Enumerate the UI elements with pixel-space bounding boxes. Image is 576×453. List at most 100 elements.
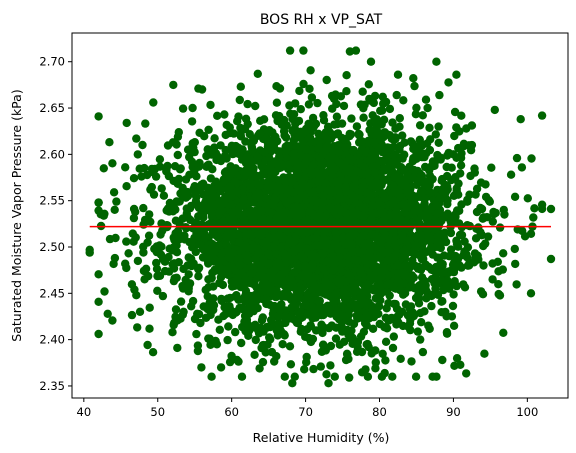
data-point <box>405 263 414 273</box>
data-point <box>402 249 411 258</box>
data-point <box>457 111 466 120</box>
data-point <box>454 190 463 199</box>
data-point <box>282 146 291 155</box>
data-point <box>235 237 244 247</box>
data-point <box>537 204 547 214</box>
data-point <box>234 112 243 121</box>
data-point <box>202 162 211 171</box>
data-point <box>476 178 486 187</box>
data-point <box>302 352 311 362</box>
data-point <box>127 310 137 320</box>
data-point <box>239 196 248 205</box>
data-point <box>213 111 222 121</box>
data-point <box>313 98 322 108</box>
data-point <box>241 137 250 146</box>
data-point <box>253 172 262 181</box>
data-point <box>94 112 103 121</box>
data-point <box>404 272 413 282</box>
data-point <box>437 297 446 306</box>
data-point <box>345 275 355 284</box>
data-point <box>272 98 282 107</box>
data-point <box>319 167 328 176</box>
data-point <box>263 259 273 269</box>
data-point <box>196 318 205 328</box>
data-point <box>500 210 509 219</box>
data-point <box>303 236 312 245</box>
data-point <box>431 130 440 139</box>
data-point <box>172 248 182 257</box>
data-point <box>448 260 458 269</box>
data-point <box>427 301 436 311</box>
data-point <box>371 364 380 373</box>
data-point <box>270 145 280 154</box>
data-point <box>262 281 271 290</box>
data-point <box>310 197 320 206</box>
data-point <box>328 292 338 302</box>
data-point <box>281 254 290 263</box>
data-point <box>246 169 255 178</box>
data-point <box>207 372 216 381</box>
data-point <box>296 204 305 213</box>
data-point <box>483 232 493 241</box>
data-point <box>307 170 317 179</box>
data-point <box>221 302 230 311</box>
data-point <box>359 113 368 122</box>
data-point <box>172 241 181 250</box>
data-point <box>122 237 131 246</box>
data-point <box>416 232 426 241</box>
data-point <box>274 319 283 328</box>
data-point <box>323 122 333 131</box>
data-point <box>265 333 274 342</box>
data-point <box>407 281 416 291</box>
data-point <box>417 318 426 327</box>
data-point <box>352 122 362 131</box>
data-point <box>414 289 423 298</box>
data-point <box>380 264 389 273</box>
data-point <box>407 357 416 366</box>
data-point <box>258 313 267 322</box>
data-point <box>308 308 317 317</box>
data-point <box>425 166 434 175</box>
data-point <box>302 145 311 154</box>
data-point <box>432 209 442 218</box>
data-point <box>452 184 461 193</box>
data-point <box>296 105 305 114</box>
data-point <box>409 74 418 83</box>
data-point <box>385 314 395 323</box>
data-point <box>317 311 326 320</box>
data-point <box>368 201 377 210</box>
data-point <box>282 315 291 324</box>
data-point <box>410 81 419 91</box>
data-point <box>406 315 415 325</box>
data-point <box>212 266 221 275</box>
data-point <box>221 130 230 140</box>
data-point <box>224 322 233 331</box>
data-point <box>257 206 266 216</box>
data-point <box>286 282 296 291</box>
data-point <box>331 186 340 195</box>
data-point <box>495 291 505 300</box>
data-point <box>537 111 547 120</box>
data-point <box>215 325 224 334</box>
data-point <box>242 315 252 324</box>
data-point <box>438 261 447 271</box>
data-point <box>457 200 466 209</box>
data-point <box>442 328 452 337</box>
data-point <box>408 308 418 317</box>
data-point <box>479 261 488 270</box>
data-point <box>437 308 446 317</box>
data-point <box>462 124 471 133</box>
data-point <box>290 372 299 381</box>
data-point <box>418 347 428 357</box>
data-point <box>331 90 340 99</box>
data-point <box>260 147 269 157</box>
data-point <box>331 323 341 332</box>
data-point <box>378 106 387 115</box>
data-point <box>276 305 285 314</box>
data-point <box>280 131 289 140</box>
data-point <box>380 212 390 221</box>
data-point <box>235 95 244 105</box>
data-point <box>420 152 429 162</box>
data-point <box>365 176 374 186</box>
data-point <box>411 241 420 251</box>
